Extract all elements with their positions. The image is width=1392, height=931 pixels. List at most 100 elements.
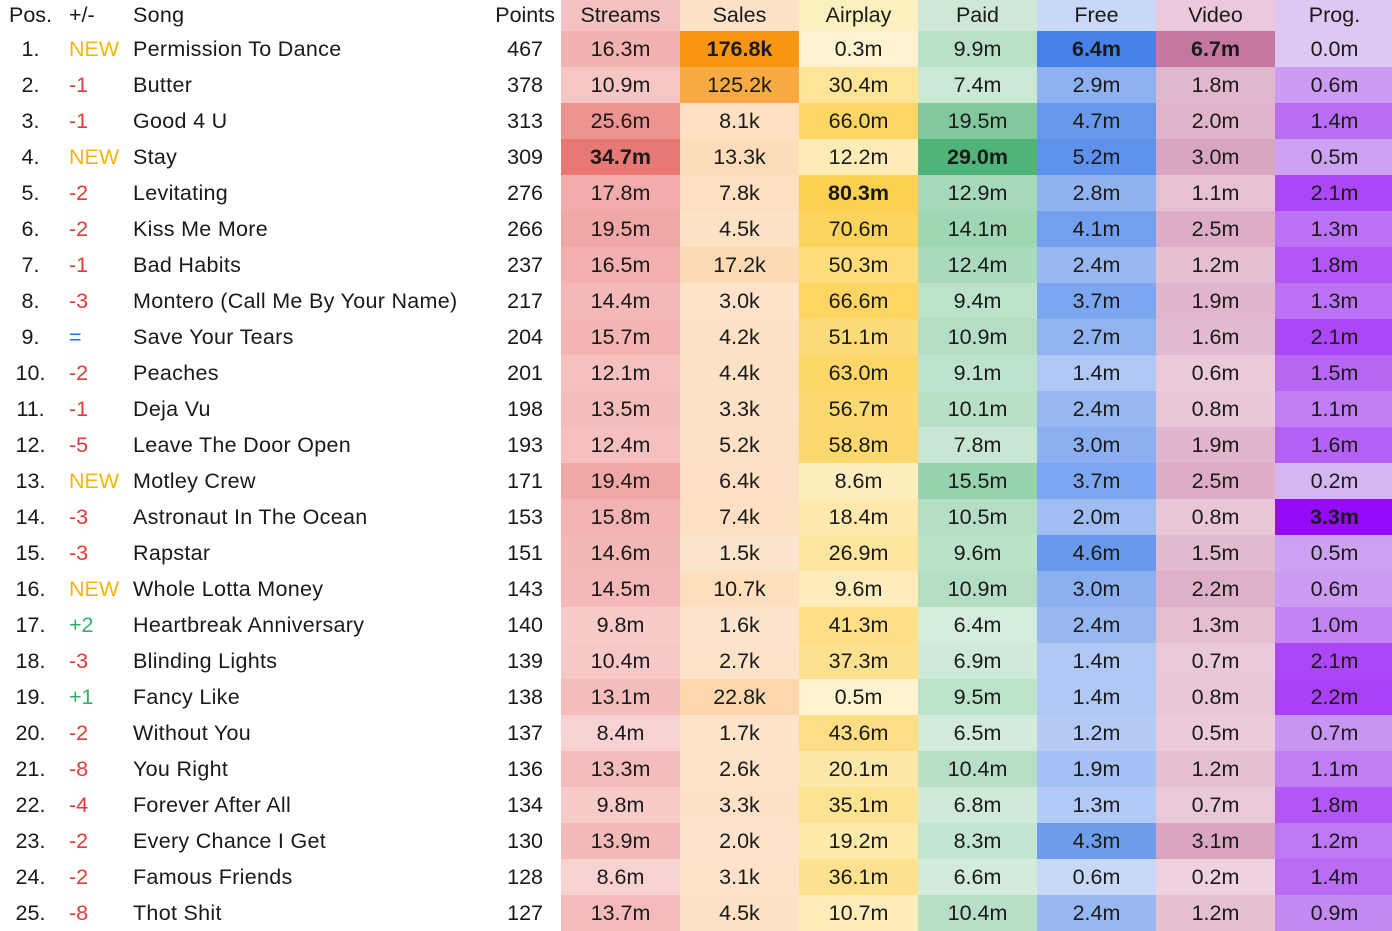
- points-cell: 128: [507, 865, 543, 889]
- change-cell: -3: [69, 505, 89, 529]
- change-cell: -4: [69, 793, 89, 817]
- song-title: Montero (Call Me By Your Name): [133, 289, 458, 313]
- song-title: Thot Shit: [133, 901, 222, 925]
- paid-cell: 6.4m: [918, 607, 1037, 643]
- song-title: Fancy Like: [133, 685, 240, 709]
- header-streams: Streams: [561, 0, 680, 31]
- table-row: 24. -2 Famous Friends 128 8.6m 3.1k 36.1m 6.6m 0…: [0, 859, 1392, 895]
- free-cell: 3.7m: [1037, 283, 1156, 319]
- position-cell: 16.: [15, 577, 46, 601]
- song-title: Stay: [133, 145, 178, 169]
- video-cell: 1.9m: [1156, 427, 1275, 463]
- points-cell: 143: [507, 577, 543, 601]
- header-paid: Paid: [918, 0, 1037, 31]
- paid-cell: 10.9m: [918, 319, 1037, 355]
- paid-cell: 12.4m: [918, 247, 1037, 283]
- free-cell: 4.6m: [1037, 535, 1156, 571]
- paid-cell: 10.1m: [918, 391, 1037, 427]
- points-cell: 266: [507, 217, 543, 241]
- song-title: Butter: [133, 73, 193, 97]
- video-cell: 2.2m: [1156, 571, 1275, 607]
- streams-cell: 13.9m: [561, 823, 680, 859]
- points-cell: 130: [507, 829, 543, 853]
- change-cell: -2: [69, 181, 89, 205]
- change-cell: NEW: [69, 37, 120, 61]
- free-cell: 1.4m: [1037, 643, 1156, 679]
- video-cell: 3.0m: [1156, 139, 1275, 175]
- paid-cell: 6.6m: [918, 859, 1037, 895]
- table-row: 1. NEW Permission To Dance 467 16.3m 176.8k 0.…: [0, 31, 1392, 67]
- streams-cell: 14.4m: [561, 283, 680, 319]
- paid-cell: 9.5m: [918, 679, 1037, 715]
- paid-cell: 6.5m: [918, 715, 1037, 751]
- position-cell: 25.: [15, 901, 46, 925]
- sales-cell: 10.7k: [680, 571, 799, 607]
- header-video: Video: [1156, 0, 1275, 31]
- paid-cell: 14.1m: [918, 211, 1037, 247]
- position-cell: 24.: [15, 865, 46, 889]
- prog-cell: 0.9m: [1275, 895, 1392, 931]
- paid-cell: 9.6m: [918, 535, 1037, 571]
- airplay-cell: 36.1m: [799, 859, 918, 895]
- position-cell: 8.: [21, 289, 40, 313]
- position-cell: 18.: [15, 649, 46, 673]
- song-title: Kiss Me More: [133, 217, 269, 241]
- points-cell: 153: [507, 505, 543, 529]
- sales-cell: 3.1k: [680, 859, 799, 895]
- free-cell: 3.0m: [1037, 571, 1156, 607]
- airplay-cell: 20.1m: [799, 751, 918, 787]
- airplay-cell: 63.0m: [799, 355, 918, 391]
- airplay-cell: 0.3m: [799, 31, 918, 67]
- video-cell: 0.8m: [1156, 499, 1275, 535]
- free-cell: 3.7m: [1037, 463, 1156, 499]
- streams-cell: 17.8m: [561, 175, 680, 211]
- header-pos: Pos.: [8, 3, 53, 27]
- sales-cell: 2.7k: [680, 643, 799, 679]
- streams-cell: 15.7m: [561, 319, 680, 355]
- chart-header: Pos. +/- Song Points Streams Sales Airpl…: [0, 0, 1392, 31]
- video-cell: 0.7m: [1156, 787, 1275, 823]
- streams-cell: 8.4m: [561, 715, 680, 751]
- sales-cell: 7.4k: [680, 499, 799, 535]
- song-title: Blinding Lights: [133, 649, 278, 673]
- free-cell: 2.4m: [1037, 247, 1156, 283]
- position-cell: 1.: [21, 37, 40, 61]
- streams-cell: 13.5m: [561, 391, 680, 427]
- position-cell: 6.: [21, 217, 40, 241]
- streams-cell: 13.7m: [561, 895, 680, 931]
- free-cell: 2.4m: [1037, 607, 1156, 643]
- points-cell: 276: [507, 181, 543, 205]
- song-title: Leave The Door Open: [133, 433, 352, 457]
- prog-cell: 3.3m: [1275, 499, 1392, 535]
- sales-cell: 1.5k: [680, 535, 799, 571]
- table-row: 21. -8 You Right 136 13.3m 2.6k 20.1m 10.4m 1.9m…: [0, 751, 1392, 787]
- sales-cell: 3.3k: [680, 391, 799, 427]
- prog-cell: 1.1m: [1275, 391, 1392, 427]
- paid-cell: 19.5m: [918, 103, 1037, 139]
- free-cell: 2.7m: [1037, 319, 1156, 355]
- change-cell: +2: [69, 613, 94, 637]
- position-cell: 14.: [15, 505, 46, 529]
- sales-cell: 176.8k: [680, 31, 799, 67]
- prog-cell: 2.1m: [1275, 175, 1392, 211]
- sales-cell: 7.8k: [680, 175, 799, 211]
- streams-cell: 13.3m: [561, 751, 680, 787]
- change-cell: -3: [69, 541, 89, 565]
- streams-cell: 10.4m: [561, 643, 680, 679]
- points-cell: 139: [507, 649, 543, 673]
- free-cell: 2.8m: [1037, 175, 1156, 211]
- position-cell: 23.: [15, 829, 46, 853]
- paid-cell: 6.8m: [918, 787, 1037, 823]
- video-cell: 1.3m: [1156, 607, 1275, 643]
- sales-cell: 2.0k: [680, 823, 799, 859]
- free-cell: 2.4m: [1037, 391, 1156, 427]
- paid-cell: 10.4m: [918, 751, 1037, 787]
- prog-cell: 2.1m: [1275, 643, 1392, 679]
- prog-cell: 1.8m: [1275, 247, 1392, 283]
- prog-cell: 1.3m: [1275, 283, 1392, 319]
- paid-cell: 12.9m: [918, 175, 1037, 211]
- points-cell: 171: [507, 469, 543, 493]
- video-cell: 1.2m: [1156, 751, 1275, 787]
- song-title: Deja Vu: [133, 397, 211, 421]
- video-cell: 1.5m: [1156, 535, 1275, 571]
